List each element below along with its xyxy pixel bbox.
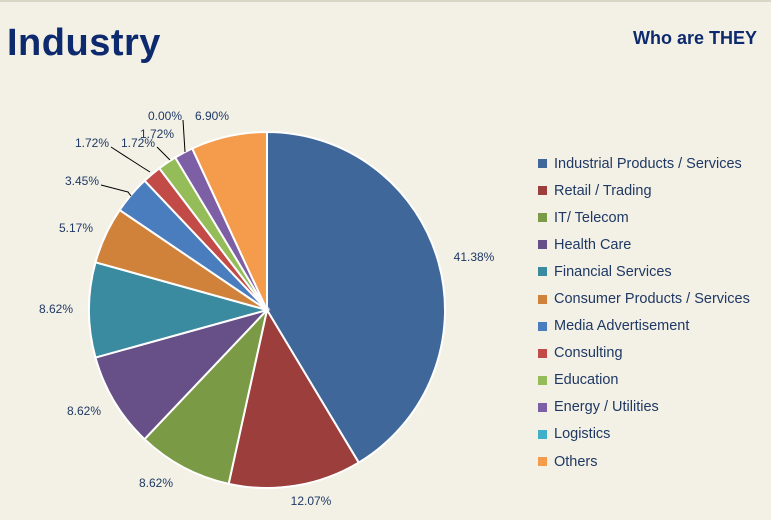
legend-label: Media Advertisement [554,318,690,335]
legend-item-media-advertisement: Media Advertisement [538,313,750,340]
legend-label: Logistics [554,426,611,443]
slice-logistics-leader-line [182,119,186,153]
legend-item-logistics: Logistics [538,421,750,448]
legend-label: Consulting [554,345,623,362]
legend-item-financial-services: Financial Services [538,258,750,285]
legend-swatch [538,213,547,223]
legend-item-others: Others [538,448,750,475]
slice-health-care-label: 8.62% [67,404,101,418]
legend-item-consulting: Consulting [538,340,750,367]
pie-slices [88,130,446,489]
legend-label: Financial Services [554,263,672,280]
legend-swatch [538,240,547,250]
slice-education-leader-line [156,146,171,161]
legend-swatch [538,402,547,412]
slice-logistics-label: 0.00% [148,109,182,123]
legend-swatch [538,429,547,439]
slice-others-label: 6.90% [195,109,229,123]
slice-financial-services [88,261,271,359]
slice-others [190,130,268,311]
legend-item-consumer-products-services: Consumer Products / Services [538,285,750,312]
slice-energy-utilities-label: 1.72% [140,127,174,141]
legend-item-education: Education [538,367,750,394]
slice-consulting-label: 1.72% [75,136,109,150]
legend-label: Health Care [554,236,632,253]
slice-education-label: 1.72% [121,136,155,150]
chart-legend: Industrial Products / Services Retail / T… [538,150,750,475]
legend-swatch [538,375,547,385]
legend-swatch [538,321,547,331]
legend-item-industrial-products-services: Industrial Products / Services [538,150,750,177]
legend-swatch [538,159,547,169]
legend-label: Others [554,453,598,470]
legend-label: Consumer Products / Services [554,291,750,308]
legend-label: Retail / Trading [554,182,652,199]
slice-consulting-leader-line [110,146,151,173]
page-subtitle: Who are THEY [632,28,757,48]
legend-swatch [538,457,547,467]
slice-industrial-products-services [266,130,446,464]
slice-consumer-products-services-label: 5.17% [59,221,93,235]
slice-it-telecom-label: 8.62% [139,476,173,490]
legend-swatch [538,186,547,196]
leader-lines [100,119,186,197]
legend-item-retail-trading: Retail / Trading [538,177,750,204]
legend-label: IT/ Telecom [554,209,629,226]
legend-swatch [538,267,547,277]
page-title: Industry [7,22,161,64]
legend-item-it-telecom: IT/ Telecom [538,204,750,231]
legend-swatch [538,294,547,304]
slice-it-telecom [143,306,269,486]
slice-media-advertisement-leader-line [100,184,132,197]
legend-item-energy-utilities: Energy / Utilities [538,394,750,421]
slice-financial-services-label: 8.62% [39,302,73,316]
legend-label: Education [554,372,619,389]
slice-health-care [94,308,271,441]
slice-industrial-products-services-label: 41.38% [454,250,495,264]
slice-labels: 41.38% 12.07% 8.62% 8.62% 8.62% 5.17% 3.45% 1.7… [39,109,495,508]
slice-media-advertisement-label: 3.45% [65,174,99,188]
legend-swatch [538,348,547,358]
slice-retail-trading [227,307,361,489]
legend-label: Energy / Utilities [554,399,659,416]
legend-item-health-care: Health Care [538,231,750,258]
slice-retail-trading-label: 12.07% [291,494,332,508]
legend-label: Industrial Products / Services [554,155,742,172]
